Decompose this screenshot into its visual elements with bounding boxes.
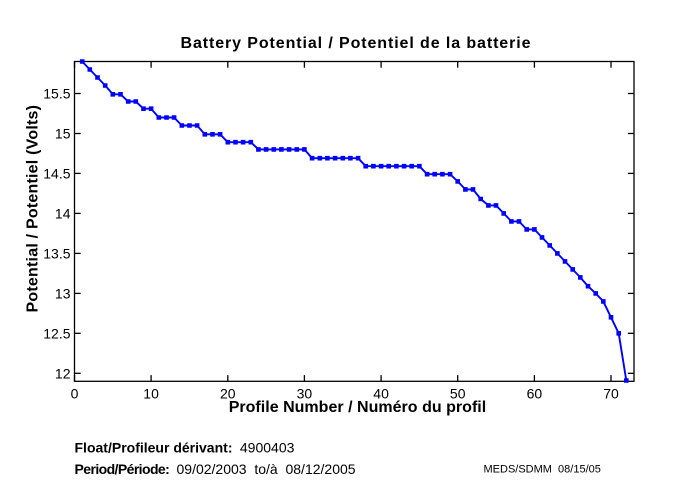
svg-text:0: 0 (71, 386, 79, 402)
svg-text:50: 50 (450, 386, 466, 402)
svg-text:Period/Période:: Period/Période: (75, 461, 170, 477)
svg-text:Profile Number / Numéro du pro: Profile Number / Numéro du profil (229, 399, 487, 416)
svg-text:15.5: 15.5 (43, 86, 70, 102)
svg-text:70: 70 (603, 386, 619, 402)
svg-text:40: 40 (373, 386, 389, 402)
svg-text:10: 10 (143, 386, 159, 402)
svg-text:14.5: 14.5 (43, 166, 70, 182)
svg-text:30: 30 (297, 386, 313, 402)
svg-text:20: 20 (220, 386, 236, 402)
svg-text:MEDS/SDMM 08/15/05: MEDS/SDMM 08/15/05 (484, 463, 601, 475)
svg-text:12: 12 (55, 365, 71, 381)
svg-text:60: 60 (527, 386, 543, 402)
svg-text:Float/Profileur dérivant:: Float/Profileur dérivant: (75, 440, 233, 456)
svg-text:12.5: 12.5 (43, 325, 70, 341)
svg-text:15: 15 (55, 126, 71, 142)
svg-text:4900403: 4900403 (240, 440, 295, 456)
svg-text:13: 13 (55, 286, 71, 302)
svg-text:Potential / Potentiel (Volts): Potential / Potentiel (Volts) (25, 105, 42, 313)
svg-text:09/02/2003 to/à 08/12/2005: 09/02/2003 to/à 08/12/2005 (177, 461, 356, 477)
svg-text:Battery Potential / Potentiel: Battery Potential / Potentiel de la batt… (181, 35, 531, 52)
svg-text:14: 14 (55, 206, 71, 222)
svg-text:13.5: 13.5 (43, 246, 70, 262)
